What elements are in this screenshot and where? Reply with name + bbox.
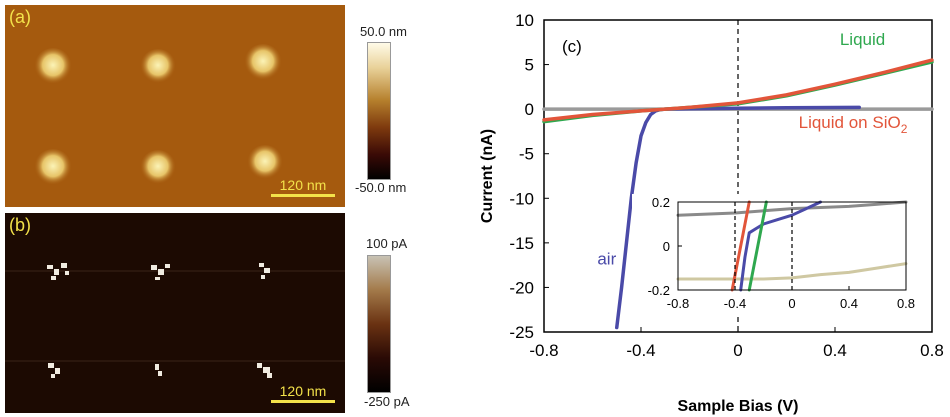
inset-series-line bbox=[747, 200, 768, 292]
x-axis: -0.8 -0.4 0 0.4 0.8 bbox=[529, 327, 944, 360]
topography-image: (a) 120 nm bbox=[5, 5, 345, 207]
scale-bar-a-line bbox=[271, 194, 335, 197]
y-tick-label: -15 bbox=[509, 234, 534, 253]
inset-x-tick-label: 0 bbox=[788, 296, 795, 311]
topography-dot bbox=[140, 49, 176, 85]
y-axis-label: Current (nA) bbox=[479, 129, 496, 223]
inset-x-tick-label: 0.4 bbox=[840, 296, 858, 311]
series-line-air bbox=[615, 105, 861, 330]
series-annotation: Liquid bbox=[840, 30, 885, 49]
y-tick-label: -20 bbox=[509, 278, 534, 297]
colorbar-current-min: -250 pA bbox=[364, 394, 410, 409]
iv-chart: 10 5 0 -5 -10 -15 -20 -25 -0.8 -0.4 0 0.4 0.8 Liqui… bbox=[479, 11, 944, 415]
series-line-liquid-on-sio2 bbox=[542, 58, 934, 122]
topography-dot bbox=[34, 48, 72, 86]
annotation-group: Liquid Liquid on SiO2 air bbox=[597, 30, 907, 268]
x-axis-label: Sample Bias (V) bbox=[678, 398, 799, 415]
inset-x-tick-label: -0.4 bbox=[724, 296, 746, 311]
inset-y-axis: 0.2 0 -0.2 bbox=[648, 195, 682, 298]
y-tick-label: -25 bbox=[509, 323, 534, 342]
x-tick-label: 0 bbox=[733, 341, 742, 360]
colorbar-current-max: 100 pA bbox=[366, 236, 408, 251]
inset-reference-lines bbox=[734, 202, 793, 290]
colorbar-height-min: -50.0 nm bbox=[355, 180, 407, 195]
x-tick-label: -0.4 bbox=[626, 341, 655, 360]
y-tick-label: 0 bbox=[525, 100, 534, 119]
current-map bbox=[5, 263, 345, 378]
inset-y-tick-label: 0 bbox=[663, 239, 670, 254]
current-image: (b) 120 nm bbox=[5, 213, 345, 413]
colorbar-height-max: 50.0 nm bbox=[360, 24, 407, 39]
scale-bar-b-label: 120 nm bbox=[279, 383, 327, 399]
y-tick-label: -10 bbox=[509, 189, 534, 208]
topography-dot bbox=[247, 145, 283, 181]
scale-bar-a-label: 120 nm bbox=[279, 177, 327, 193]
inset-x-axis: -0.8 -0.4 0 0.4 0.8 bbox=[667, 286, 915, 311]
colorbar-current bbox=[367, 255, 391, 393]
inset-x-tick-label: 0.8 bbox=[897, 296, 915, 311]
panel-b-label: (b) bbox=[9, 215, 31, 235]
inset-series-group bbox=[676, 200, 908, 292]
topography-dot bbox=[140, 150, 176, 186]
inset-chart: -0.8 -0.4 0 0.4 0.8 0.2 0 -0.2 bbox=[632, 194, 916, 316]
topography-dot bbox=[244, 44, 282, 82]
series-annotation: air bbox=[597, 249, 616, 268]
panel-c-label: (c) bbox=[562, 37, 582, 56]
y-tick-label: -5 bbox=[519, 145, 534, 164]
x-tick-label: 0.8 bbox=[920, 341, 944, 360]
scale-bar-a: 120 nm bbox=[271, 177, 335, 197]
inset-x-tick-label: -0.8 bbox=[667, 296, 689, 311]
x-tick-label: 0.4 bbox=[823, 341, 847, 360]
panel-a-label: (a) bbox=[9, 7, 31, 27]
inset-y-tick-label: -0.2 bbox=[648, 283, 670, 298]
series-annotation: Liquid on SiO2 bbox=[799, 113, 908, 136]
series-group bbox=[542, 58, 934, 330]
current-spots bbox=[47, 263, 272, 378]
colorbar-height bbox=[367, 42, 391, 180]
scale-bar-b: 120 nm bbox=[271, 383, 335, 403]
y-axis: 10 5 0 -5 -10 -15 -20 -25 bbox=[509, 11, 549, 342]
inset-y-tick-label: 0.2 bbox=[652, 195, 670, 210]
x-tick-label: -0.8 bbox=[529, 341, 558, 360]
inset-series-line bbox=[676, 262, 908, 281]
y-tick-label: 5 bbox=[525, 56, 534, 75]
topography-dot bbox=[34, 149, 72, 187]
inset-series-line bbox=[676, 200, 908, 217]
y-tick-label: 10 bbox=[515, 11, 534, 30]
topography-map bbox=[34, 44, 283, 187]
scale-bar-b-line bbox=[271, 400, 335, 403]
